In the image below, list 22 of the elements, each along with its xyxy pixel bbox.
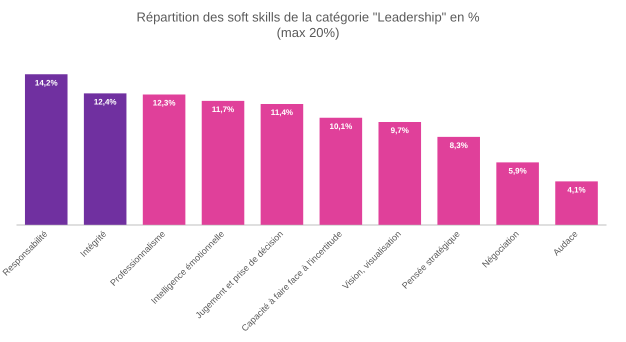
data-label: 5,9% [508, 166, 527, 176]
data-label: 9,7% [390, 126, 409, 136]
bar [496, 162, 539, 225]
data-label: 12,3% [152, 98, 176, 108]
chart-subtitle: (max 20%) [276, 24, 340, 40]
chart-title: Répartition des soft skills de la catégorie "Leadership" en % [136, 9, 480, 24]
bar [555, 181, 598, 225]
bar [378, 122, 422, 225]
data-label: 10,1% [330, 122, 352, 131]
data-label: 11,4% [270, 108, 294, 118]
bar [202, 100, 244, 225]
bar [84, 93, 126, 225]
bar [142, 94, 186, 225]
bar [320, 118, 362, 225]
data-label: 11,7% [212, 105, 234, 114]
data-label: 4,1% [567, 186, 586, 195]
bar [437, 136, 480, 225]
data-label: 12,4% [94, 98, 117, 107]
data-label: 14,2% [34, 78, 58, 88]
bar [24, 74, 68, 225]
bar [260, 104, 304, 225]
data-label: 8,3% [450, 141, 468, 150]
